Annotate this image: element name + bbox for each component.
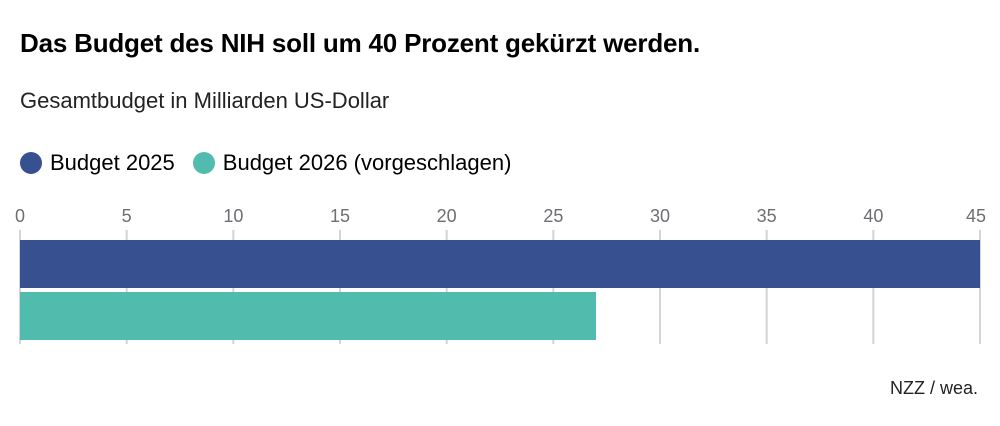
x-tick-label: 40 bbox=[863, 206, 883, 226]
legend-item-2025: Budget 2025 bbox=[20, 150, 175, 176]
bar-2025 bbox=[20, 240, 980, 288]
legend-swatch-2025 bbox=[20, 152, 42, 174]
source-note: NZZ / wea. bbox=[889, 378, 978, 398]
x-tick-label: 35 bbox=[757, 206, 777, 226]
x-tick-label: 5 bbox=[122, 206, 132, 226]
legend: Budget 2025 Budget 2026 (vorgeschlagen) bbox=[20, 150, 511, 176]
legend-item-2026: Budget 2026 (vorgeschlagen) bbox=[192, 150, 512, 176]
legend-label-2025: Budget 2025 bbox=[50, 150, 175, 175]
bar-2026 bbox=[20, 292, 596, 340]
x-tick-label: 15 bbox=[330, 206, 350, 226]
x-tick-label: 45 bbox=[966, 206, 986, 226]
x-tick-label: 30 bbox=[650, 206, 670, 226]
legend-swatch-2026 bbox=[192, 152, 215, 174]
x-tick-label: 25 bbox=[543, 206, 563, 226]
chart-subtitle: Gesamtbudget in Milliarden US-Dollar bbox=[20, 88, 390, 113]
legend-label-2026: Budget 2026 (vorgeschlagen) bbox=[222, 150, 512, 175]
x-tick-label: 10 bbox=[223, 206, 243, 226]
chart-title: Das Budget des NIH soll um 40 Prozent ge… bbox=[20, 28, 700, 58]
bar-chart: 0 5 10 15 20 25 30 35 40 45 bbox=[15, 206, 986, 344]
x-tick-label: 20 bbox=[437, 206, 457, 226]
x-tick-label: 0 bbox=[15, 206, 25, 226]
